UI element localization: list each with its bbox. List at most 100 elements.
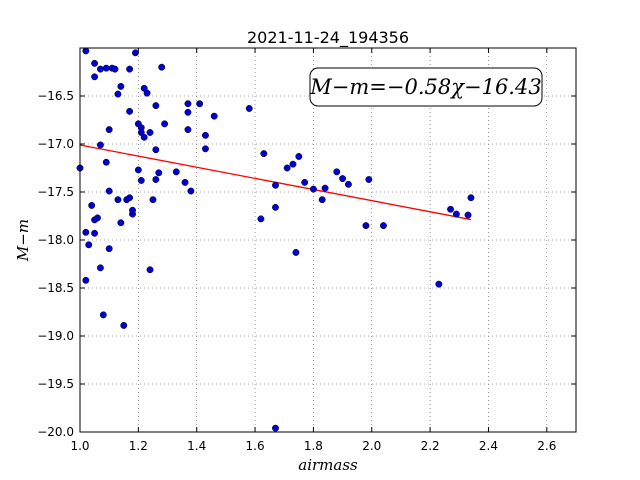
data-point (184, 126, 192, 134)
data-point (210, 112, 218, 120)
data-point (129, 206, 136, 214)
data-point (283, 164, 291, 172)
data-point (464, 211, 472, 219)
data-point (435, 280, 443, 288)
data-point (452, 210, 460, 218)
data-point (94, 214, 101, 222)
data-point (111, 65, 119, 73)
data-point (339, 175, 347, 183)
data-point (126, 107, 134, 115)
data-point (91, 59, 99, 67)
data-point (134, 166, 142, 174)
data-point (467, 194, 475, 202)
data-point (114, 90, 122, 98)
data-point (272, 424, 279, 432)
data-point (140, 133, 148, 141)
data-point (184, 108, 192, 116)
data-point (161, 120, 169, 128)
data-point (105, 245, 113, 253)
data-point (158, 63, 166, 71)
data-point (155, 169, 163, 177)
data-point (344, 180, 352, 188)
data-point (309, 185, 317, 193)
data-point (260, 150, 268, 158)
data-point (105, 126, 113, 134)
data-point (292, 249, 300, 256)
data-point (82, 47, 90, 55)
x-tick-label: 1.8 (304, 439, 323, 453)
data-point (202, 145, 209, 153)
data-point (82, 228, 90, 236)
data-point (202, 131, 209, 139)
x-tick-label: 2.2 (421, 439, 440, 453)
data-point (321, 184, 329, 192)
y-tick-label: −19.5 (37, 377, 74, 391)
data-point (146, 266, 154, 274)
data-point (301, 178, 309, 186)
data-point (96, 141, 104, 149)
data-point (91, 73, 99, 81)
x-tick-label: 2.0 (362, 439, 381, 453)
data-point (149, 196, 157, 204)
data-point (196, 100, 204, 108)
y-tick-label: −18.0 (37, 233, 74, 247)
x-tick-label: 1.2 (129, 439, 148, 453)
x-tick-label: 2.4 (479, 439, 498, 453)
chart-title: 2021-11-24_194356 (247, 28, 409, 48)
data-point (120, 321, 128, 329)
data-point (152, 102, 160, 110)
x-tick-label: 1.6 (246, 439, 265, 453)
data-point (99, 311, 107, 319)
data-point (272, 203, 279, 211)
data-point (105, 187, 113, 195)
data-point (143, 89, 151, 97)
data-point (126, 194, 134, 202)
data-point (447, 205, 454, 213)
data-point (245, 105, 253, 112)
y-tick-label: −18.5 (37, 281, 74, 295)
y-tick-label: −19.0 (37, 329, 74, 343)
x-tick-label: 1.0 (70, 439, 89, 453)
data-point (187, 187, 195, 195)
data-point (96, 65, 104, 73)
data-point (257, 215, 265, 223)
data-point (126, 65, 134, 73)
y-tick-label: −16.5 (37, 89, 74, 103)
data-point (91, 229, 99, 237)
x-tick-label: 2.6 (537, 439, 556, 453)
data-point (85, 241, 93, 249)
data-point (146, 129, 154, 136)
fit-equation: M−m=−0.58χ−16.43 (309, 75, 541, 99)
y-axis-label: M−m (14, 219, 32, 262)
data-point (362, 222, 370, 230)
data-point (272, 181, 279, 189)
data-point (333, 168, 341, 176)
x-tick-label: 1.4 (187, 439, 206, 453)
y-tick-label: −17.0 (37, 137, 74, 151)
data-point (88, 201, 96, 209)
y-tick-label: −17.5 (37, 185, 74, 199)
data-points (76, 47, 475, 432)
annotation-frame (309, 67, 543, 107)
data-point (102, 158, 110, 166)
annotation-box: M−m=−0.58χ−16.43 (309, 67, 543, 107)
data-point (117, 82, 125, 90)
x-axis-label: airmass (298, 456, 358, 474)
axis-ticks: 1.0 1.2 1.4 1.6 1.8 2.0 2.2 2.4 2.6 −16.5 −17.0 −17… (37, 48, 576, 453)
data-point (102, 64, 110, 72)
data-point (117, 219, 125, 227)
data-point (181, 178, 189, 186)
data-point (379, 222, 387, 230)
data-point (365, 176, 373, 183)
data-point (172, 168, 180, 176)
data-point (114, 196, 122, 204)
data-point (152, 146, 160, 154)
data-point (289, 160, 297, 168)
data-point (184, 100, 192, 108)
data-point (137, 177, 145, 184)
data-point (152, 176, 160, 183)
data-point (131, 49, 139, 57)
data-point (318, 196, 326, 204)
data-point (96, 264, 104, 272)
